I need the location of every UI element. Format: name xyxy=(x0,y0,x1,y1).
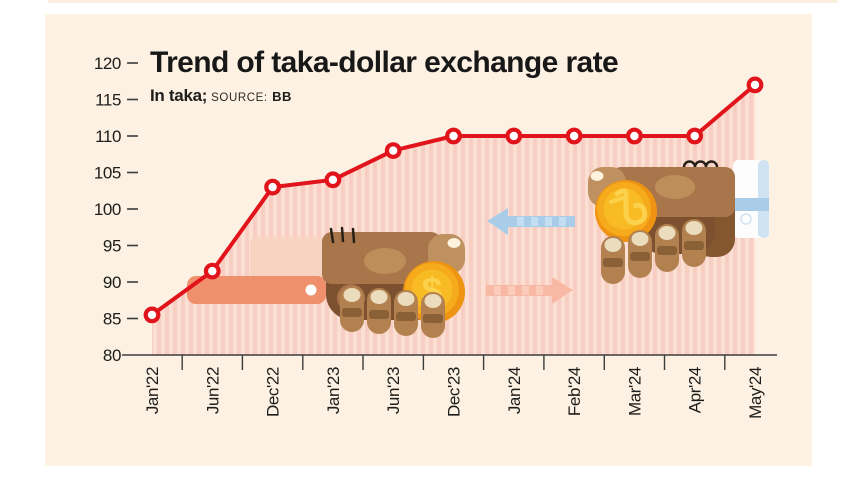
left-sleeve-light-band xyxy=(250,237,326,278)
x-tick-label-Dec'22: Dec'22 xyxy=(264,367,283,417)
data-point-Jan'24 xyxy=(505,127,523,145)
right-hand-fingers xyxy=(601,219,706,284)
y-tick-label-120: 120 xyxy=(94,54,121,73)
left-sleeve-salmon-band xyxy=(187,276,326,304)
y-tick-label-110: 110 xyxy=(95,127,121,146)
y-tick-label-80: 80 xyxy=(103,346,121,365)
hand-holding-taka-coin xyxy=(588,160,769,284)
x-tick-label-Jan'22: Jan'22 xyxy=(143,367,162,414)
exchange-rate-chart: $ xyxy=(94,54,777,419)
taka-coin xyxy=(595,180,657,242)
data-point-Jan'22 xyxy=(143,306,161,324)
salmon-right-arrow-icon xyxy=(486,277,573,304)
y-tick-label-115: 115 xyxy=(95,91,121,110)
data-point-Jun'23 xyxy=(384,142,402,160)
source-value: BB xyxy=(272,88,292,104)
chart-card: Trend of taka-dollar exchange rate In ta… xyxy=(45,14,812,466)
blue-left-arrow-icon xyxy=(487,208,575,235)
data-point-Jun'22 xyxy=(203,262,221,280)
source-label: SOURCE: xyxy=(211,91,268,104)
x-tick-label-Mar'24: Mar'24 xyxy=(625,367,644,416)
x-tick-label-Apr'24: Apr'24 xyxy=(686,367,705,413)
x-tick-label-Dec'23: Dec'23 xyxy=(445,367,464,417)
data-point-Dec'23 xyxy=(445,127,462,145)
chart-subtitle: In taka; SOURCE: BB xyxy=(150,86,618,106)
y-tick-label-90: 90 xyxy=(103,273,121,292)
x-tick-label-Jun'22: Jun'22 xyxy=(203,367,222,414)
x-tick-label-Feb'24: Feb'24 xyxy=(565,367,584,416)
top-edge-strip xyxy=(48,0,838,3)
fur-curls xyxy=(682,160,719,168)
taka-symbol-icon xyxy=(609,188,648,226)
hands-exchange-illustration: $ xyxy=(187,160,769,338)
data-point-Mar'24 xyxy=(626,127,643,145)
y-tick-label-95: 95 xyxy=(103,237,121,256)
unit-label: In taka; xyxy=(150,85,208,105)
y-tick-label-100: 100 xyxy=(94,200,121,219)
data-point-Apr'24 xyxy=(686,127,704,145)
left-hand-fingers xyxy=(340,286,445,338)
data-point-May'24 xyxy=(746,76,764,94)
data-point-Dec'22 xyxy=(264,178,282,196)
x-tick-label-Jun'23: Jun'23 xyxy=(384,367,403,414)
hand-holding-dollar-coin: $ xyxy=(187,226,465,338)
data-point-Jan'23 xyxy=(324,171,342,189)
y-tick-label-105: 105 xyxy=(94,164,121,183)
fur-marks xyxy=(329,226,356,244)
x-tick-label-May'24: May'24 xyxy=(746,367,765,419)
sleeve-button xyxy=(305,284,317,296)
y-tick-label-85: 85 xyxy=(103,310,121,329)
data-point-Feb'24 xyxy=(565,127,583,145)
x-tick-label-Jan'24: Jan'24 xyxy=(505,367,524,414)
x-tick-label-Jan'23: Jan'23 xyxy=(324,367,343,414)
chart-header: Trend of taka-dollar exchange rate In ta… xyxy=(150,46,619,106)
chart-title: Trend of taka-dollar exchange rate xyxy=(150,46,619,79)
sleeve-button xyxy=(740,213,752,225)
